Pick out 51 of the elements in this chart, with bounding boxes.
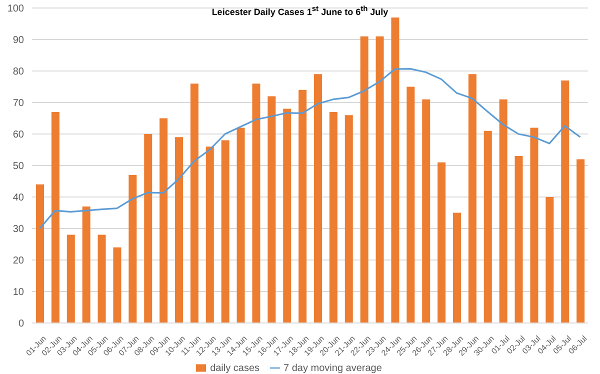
y-tick-label: 0	[18, 318, 24, 330]
bar	[268, 96, 276, 323]
bar	[113, 247, 122, 323]
legend-label: 7 day moving average	[284, 363, 382, 374]
bar	[283, 108, 292, 323]
bar	[98, 234, 106, 323]
y-tick-label: 30	[12, 224, 24, 236]
bar	[66, 234, 75, 323]
bar	[221, 140, 230, 323]
y-tick-label: 100	[7, 4, 24, 15]
bar	[484, 130, 492, 323]
bar	[561, 80, 570, 323]
bar	[376, 36, 384, 323]
bar	[453, 212, 461, 323]
bar	[144, 134, 152, 323]
y-tick-label: 60	[12, 130, 24, 141]
bar	[546, 197, 554, 323]
legend-label: daily cases	[210, 363, 260, 374]
bar	[252, 84, 260, 323]
y-tick-label: 20	[12, 256, 24, 267]
y-tick-label: 70	[12, 98, 24, 110]
bar	[236, 128, 245, 323]
y-tick-label: 90	[12, 35, 24, 46]
bar	[82, 206, 90, 323]
bar	[175, 137, 183, 323]
bar	[406, 86, 415, 323]
bar	[530, 128, 538, 323]
bar	[36, 184, 44, 323]
bar	[499, 99, 508, 323]
bar	[422, 99, 430, 323]
y-tick-label: 50	[12, 161, 24, 172]
y-tick-label: 10	[12, 287, 24, 298]
bar	[468, 74, 476, 323]
bar	[206, 146, 214, 323]
bar	[329, 112, 338, 323]
bar	[51, 112, 60, 323]
line-series	[38, 68, 582, 230]
bar	[360, 36, 368, 323]
bar	[438, 162, 446, 323]
y-tick-label: 40	[12, 192, 24, 204]
bar	[314, 74, 322, 323]
bar	[344, 115, 353, 323]
bar	[576, 159, 585, 323]
bar	[128, 174, 137, 323]
bar	[190, 84, 198, 323]
bar	[514, 156, 523, 323]
bar	[391, 17, 400, 323]
y-tick-label: 80	[12, 66, 24, 78]
bar	[160, 118, 168, 323]
bar	[298, 90, 307, 323]
chart-title: Leicester Daily Cases 1$^{st}$ June to 6$^{th}$ July	[212, 4, 388, 17]
